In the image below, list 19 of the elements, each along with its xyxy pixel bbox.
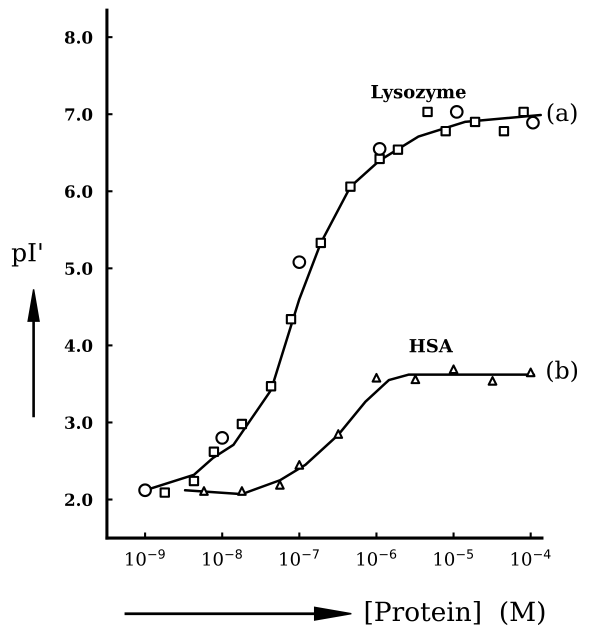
text: (a) xyxy=(548,103,576,125)
y-tick-label: 6.0 xyxy=(65,185,92,198)
y-tick-label: 4.0 xyxy=(64,339,92,352)
y-tick-label: 3.0 xyxy=(65,416,92,430)
x-axis-title: [Protein] (M) xyxy=(366,600,544,626)
annotation: Lysozyme xyxy=(371,85,466,102)
y-axis-title: pI' xyxy=(12,243,42,266)
x-tick-label: 10$^{−6}$ xyxy=(357,549,396,566)
y-tick-label: 7.0 xyxy=(65,108,92,121)
x-tick-label: 10$^{−8}$ xyxy=(203,549,242,566)
y-tick-label: 8.0 xyxy=(64,31,92,44)
annotation: HSA xyxy=(410,338,454,352)
y-tick-label: 2.0 xyxy=(65,493,92,506)
y-tick-label: 5.0 xyxy=(65,262,92,275)
x-tick-label: 10$^{−9}$ xyxy=(126,549,165,566)
x-tick-label: 10$^{−7}$ xyxy=(280,549,319,566)
text: (b) xyxy=(547,360,578,382)
x-tick-label: 10$^{−4}$ xyxy=(512,549,551,566)
x-tick-label: 10$^{−5}$ xyxy=(434,549,474,566)
